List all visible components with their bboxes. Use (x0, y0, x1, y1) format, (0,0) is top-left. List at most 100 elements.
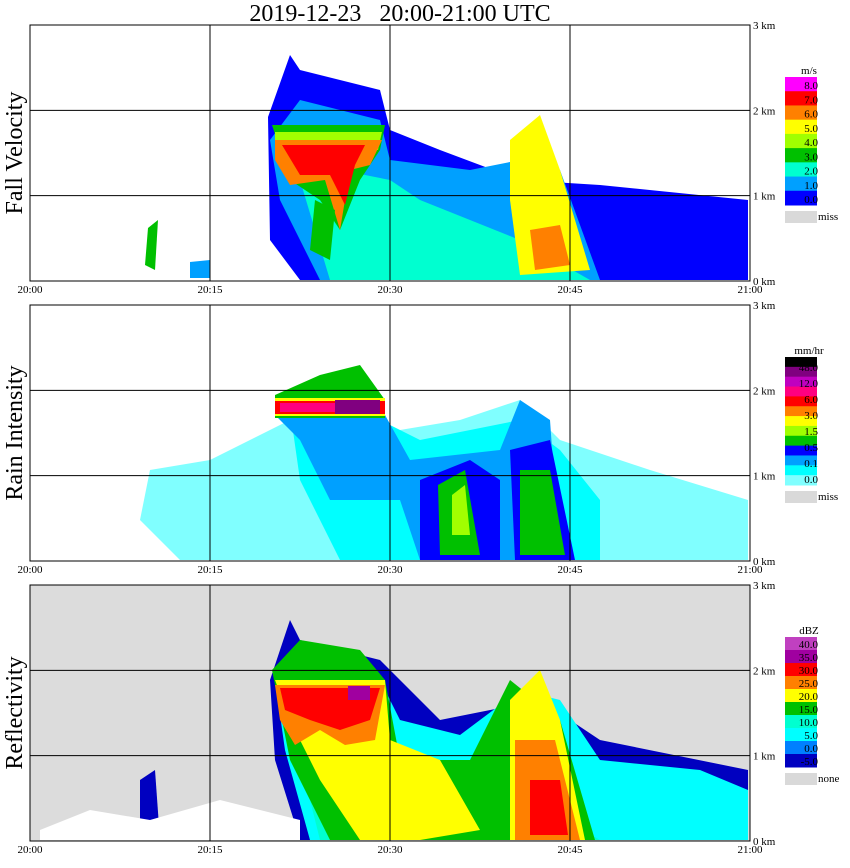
x-tick-label: 20:30 (377, 564, 403, 576)
x-tick-label: 20:15 (197, 284, 223, 296)
x-tick-label: 20:30 (377, 844, 403, 856)
precip-region (40, 800, 300, 840)
colorbar-label: 40.0 (799, 639, 819, 651)
colorbar-label: 12.0 (799, 378, 819, 390)
panel-fall-velocity: 20:00 20:15 20:30 20:45 21:000 km 1 km 2 km 3 k… (2, 20, 838, 296)
colorbar-swatch (785, 133, 817, 149)
colorbar-swatch (785, 148, 817, 163)
x-tick-label: 20:00 (17, 284, 43, 296)
colorbar-label: 1.5 (804, 426, 818, 438)
precip-region (335, 400, 380, 414)
x-tick-label: 21:00 (737, 844, 763, 856)
colorbar-swatch (785, 465, 817, 476)
y-tick-label: 1 km (753, 191, 776, 203)
colorbar-swatch (785, 663, 817, 677)
colorbar-swatch (785, 190, 817, 206)
colorbar-missing-label: miss (818, 491, 838, 503)
y-tick-label: 3 km (753, 300, 776, 312)
x-tick-label: 20:15 (197, 844, 223, 856)
colorbar-label: 0.1 (804, 458, 818, 470)
y-tick-label: 2 km (753, 105, 776, 117)
y-tick-label: 1 km (753, 471, 776, 483)
precip-region (530, 780, 568, 835)
colorbar-label: 3.0 (804, 410, 818, 422)
x-tick-label: 20:45 (557, 844, 583, 856)
x-tick-label: 20:00 (17, 844, 43, 856)
y-tick-label: 0 km (753, 836, 776, 848)
panel-label: Rain Intensity (2, 365, 28, 500)
y-tick-label: 2 km (753, 385, 776, 397)
x-tick-label: 20:45 (557, 284, 583, 296)
colorbar-label: 3.0 (804, 151, 818, 163)
colorbar-label: 1.0 (804, 180, 818, 192)
colorbar-swatch (785, 176, 817, 192)
panel-label: Fall Velocity (2, 92, 28, 215)
colorbar-label: 25.0 (799, 678, 819, 690)
colorbar-unit: mm/hr (794, 345, 824, 357)
colorbar-label: 5.0 (804, 123, 818, 135)
colorbar-missing-swatch (785, 773, 817, 785)
colorbar-label: 30.0 (799, 665, 819, 677)
x-tick-label: 20:00 (17, 564, 43, 576)
colorbar-label: 6.0 (804, 394, 818, 406)
colorbar-label: 20.0 (799, 691, 819, 703)
colorbar-unit: dBZ (799, 625, 819, 637)
colorbar-label: 15.0 (799, 704, 819, 716)
panel-reflectivity: 20:00 20:15 20:30 20:45 21:000 km 1 km 2 km 3 k… (2, 580, 840, 856)
colorbar-label: 5.0 (804, 730, 818, 742)
colorbar-swatch (785, 650, 817, 664)
precip-region (348, 686, 370, 700)
colorbar-swatch (785, 689, 817, 703)
x-tick-label: 20:45 (557, 564, 583, 576)
precip-region (190, 260, 210, 278)
colorbar-swatch (785, 416, 817, 427)
colorbar-swatch (785, 754, 817, 768)
precip-region (520, 470, 565, 555)
colorbar-missing-swatch (785, 211, 817, 223)
colorbar-swatch (785, 396, 817, 407)
colorbar-missing-label: miss (818, 211, 838, 223)
colorbar-swatch (785, 435, 817, 447)
colorbar-label: 7.0 (804, 94, 818, 106)
colorbar-swatch (785, 119, 817, 135)
colorbar-label: 4.0 (804, 137, 818, 149)
colorbar-swatch (785, 91, 817, 106)
colorbar-swatch (785, 376, 817, 388)
precip-region (530, 225, 570, 270)
colorbar-label: -5.0 (801, 756, 819, 768)
colorbar-swatch (785, 637, 817, 651)
colorbar-unit: m/s (801, 65, 817, 77)
colorbar-swatch (785, 715, 817, 729)
colorbar-missing-swatch (785, 491, 817, 503)
precip-region (145, 220, 158, 270)
colorbar-swatch (785, 676, 817, 690)
colorbar-swatch (785, 475, 817, 486)
precip-region (452, 485, 470, 535)
colorbar-swatch (785, 162, 817, 178)
colorbar-swatch (785, 357, 817, 368)
y-tick-label: 0 km (753, 556, 776, 568)
colorbar-missing-label: none (818, 773, 840, 785)
colorbar-swatch (785, 77, 817, 92)
colorbar-swatch (785, 445, 817, 456)
panel-rain-intensity: 20:00 20:15 20:30 20:45 21:000 km 1 km 2 km 3 k… (2, 300, 838, 576)
panel-label: Reflectivity (2, 656, 28, 769)
colorbar-swatch (785, 728, 817, 742)
colorbar-swatch (785, 386, 817, 397)
colorbar-label: 6.0 (804, 109, 818, 121)
colorbar-label: 35.0 (799, 652, 819, 664)
colorbar-label: 0.5 (804, 442, 818, 454)
colorbar-label: 8.0 (804, 80, 818, 92)
colorbar-label: 0.0 (804, 474, 818, 486)
colorbar-swatch (785, 702, 817, 716)
y-tick-label: 0 km (753, 276, 776, 288)
precip-region (310, 200, 335, 260)
x-tick-label: 20:15 (197, 564, 223, 576)
colorbar-swatch (785, 406, 817, 417)
colorbar-swatch (785, 741, 817, 755)
colorbar-label: 0.0 (804, 194, 818, 206)
y-tick-label: 3 km (753, 580, 776, 592)
y-tick-label: 3 km (753, 20, 776, 32)
y-tick-label: 1 km (753, 751, 776, 763)
